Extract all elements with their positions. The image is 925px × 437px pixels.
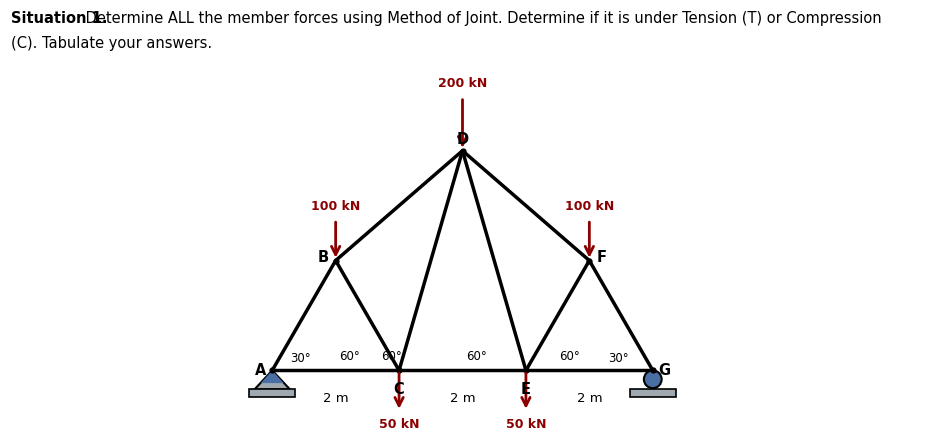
Bar [250,389,295,397]
Text: 60°: 60° [466,350,487,363]
Bar [630,389,675,397]
Polygon shape [261,371,284,383]
Circle shape [644,371,661,388]
Text: 60°: 60° [559,350,580,363]
Text: 100 kN: 100 kN [565,200,614,213]
Text: 60°: 60° [381,350,402,363]
Text: 50 kN: 50 kN [379,418,419,431]
Text: D: D [456,132,469,147]
Text: E: E [521,382,531,397]
Text: B: B [317,250,328,265]
Text: C: C [394,382,404,397]
Text: 30°: 30° [290,352,311,365]
Text: 2 m: 2 m [323,392,349,406]
Polygon shape [254,371,290,389]
Text: (C). Tabulate your answers.: (C). Tabulate your answers. [11,36,212,51]
Text: G: G [658,363,671,378]
Text: 2 m: 2 m [576,392,602,406]
Text: 2 m: 2 m [450,392,475,406]
Text: 200 kN: 200 kN [438,77,487,90]
Text: 30°: 30° [609,352,629,365]
Text: F: F [597,250,607,265]
Text: A: A [255,363,266,378]
Text: Determine ALL the member forces using Method of Joint. Determine if it is under : Determine ALL the member forces using Me… [81,11,882,26]
Text: Situation 1.: Situation 1. [11,11,107,26]
Text: 50 kN: 50 kN [506,418,546,431]
Text: 60°: 60° [339,350,360,363]
Text: 100 kN: 100 kN [311,200,360,213]
